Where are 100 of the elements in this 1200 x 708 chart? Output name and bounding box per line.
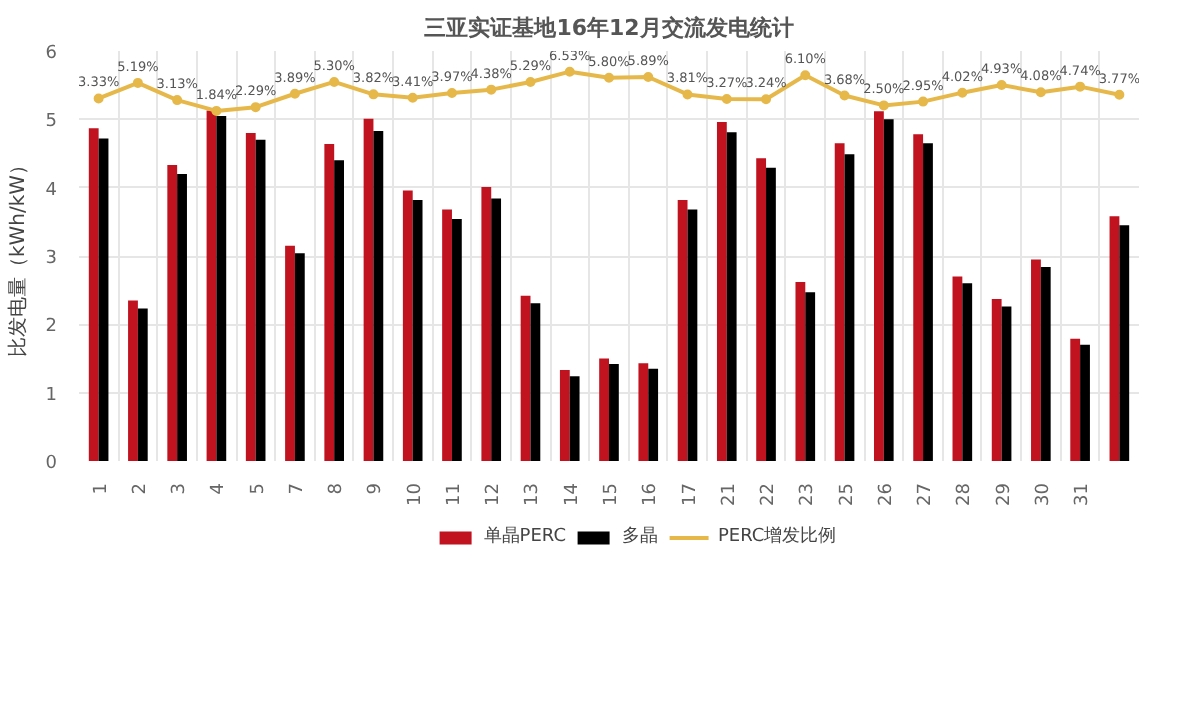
bar <box>128 300 138 461</box>
bar <box>1031 259 1041 461</box>
bar <box>923 143 933 461</box>
x-tick-label: 11 <box>444 483 465 506</box>
bar <box>952 276 963 461</box>
x-tick-label: 17 <box>680 483 701 506</box>
bar <box>137 308 148 461</box>
bar <box>245 133 256 461</box>
bar <box>716 122 727 461</box>
bar <box>177 174 187 461</box>
bar <box>442 209 452 461</box>
y-tick-label: 1 <box>45 385 58 406</box>
bar <box>98 138 109 461</box>
y-axis-title: 比发电量（kWh/kW） <box>5 154 30 358</box>
point <box>721 93 732 104</box>
x-tick-label: 1 <box>91 482 112 495</box>
x-tick-label: 16 <box>641 482 662 506</box>
x-tick-label: 21 <box>719 483 740 506</box>
legend-label: 单晶PERC <box>483 524 566 549</box>
bar <box>844 154 855 461</box>
bar <box>726 132 737 461</box>
point <box>1075 81 1086 92</box>
bar <box>599 358 609 461</box>
x-tick-label: 7 <box>287 482 308 495</box>
bar <box>609 363 619 461</box>
y-tick-label: 5 <box>45 112 58 133</box>
bar <box>1109 216 1120 461</box>
bar <box>88 128 99 461</box>
bar <box>962 283 973 461</box>
point <box>918 96 929 107</box>
y-tick-label: 6 <box>45 44 58 64</box>
bar <box>206 110 217 461</box>
point <box>761 94 772 105</box>
x-tick-label: 23 <box>798 483 819 506</box>
x-tick-label: 12 <box>484 483 505 506</box>
x-tick-label: 8 <box>327 482 348 495</box>
bar <box>559 370 570 461</box>
point <box>604 72 614 83</box>
y-tick-label: 2 <box>45 317 58 338</box>
bar <box>883 119 894 461</box>
bar <box>255 139 266 461</box>
point <box>682 89 693 100</box>
bar <box>481 186 492 461</box>
bar <box>520 295 531 461</box>
bar <box>451 219 462 461</box>
x-tick-label: 26 <box>876 482 897 506</box>
bar <box>1040 266 1051 461</box>
legend-label: 多晶 <box>622 524 660 549</box>
bar <box>805 292 816 461</box>
x-tick-label: 22 <box>759 483 780 506</box>
x-tick-label: 29 <box>994 482 1015 506</box>
x-tick-label: 30 <box>1033 482 1054 506</box>
bar <box>756 158 767 461</box>
point <box>957 87 968 98</box>
point <box>800 70 811 81</box>
x-tick-label: 9 <box>366 482 387 495</box>
bar <box>913 134 924 461</box>
x-tick-label: 10 <box>405 482 426 506</box>
bar <box>569 376 580 461</box>
bar <box>285 245 295 461</box>
point <box>93 93 104 104</box>
bar <box>412 199 423 461</box>
point <box>407 92 418 103</box>
point <box>250 102 261 113</box>
point <box>1035 87 1046 98</box>
point <box>996 80 1007 91</box>
bar <box>1001 306 1012 461</box>
point <box>329 76 340 87</box>
bar <box>363 118 374 461</box>
bar <box>687 209 698 461</box>
x-tick-label: 31 <box>1073 483 1094 506</box>
bar <box>874 111 884 461</box>
point <box>839 90 850 101</box>
point <box>368 89 379 100</box>
legend-label: PERC增发比例 <box>718 524 837 549</box>
bar <box>991 299 1002 461</box>
bar <box>1119 225 1130 461</box>
bar <box>167 165 178 461</box>
x-tick-label: 14 <box>562 482 583 506</box>
bar <box>491 198 502 461</box>
point <box>289 88 300 99</box>
bar <box>638 363 649 461</box>
x-tick-label: 28 <box>955 482 976 506</box>
bar <box>216 115 227 461</box>
x-tick-label: 5 <box>248 482 269 495</box>
chart-title: 三亚实证基地16年12月交流发电统计 <box>424 15 794 41</box>
point <box>172 95 183 106</box>
bar <box>324 143 335 461</box>
x-tick-label: 2 <box>130 482 151 495</box>
y-tick-label: 3 <box>45 249 58 269</box>
x-tick-label: 3 <box>170 482 191 495</box>
x-tick-label: 13 <box>523 483 544 506</box>
x-tick-label: 4 <box>209 482 230 495</box>
point <box>486 84 497 95</box>
bar <box>766 167 776 461</box>
bar <box>530 303 541 461</box>
bar <box>402 190 413 461</box>
bar <box>795 281 806 461</box>
point <box>643 72 654 83</box>
bar <box>334 160 344 461</box>
